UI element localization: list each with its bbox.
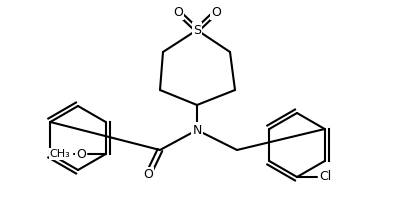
Text: O: O (76, 148, 86, 161)
Text: S: S (193, 23, 201, 37)
Text: O: O (173, 5, 183, 18)
Text: N: N (192, 124, 202, 136)
Text: O: O (143, 168, 153, 182)
Text: Cl: Cl (319, 171, 331, 184)
Text: O: O (211, 5, 221, 18)
Text: CH₃: CH₃ (49, 149, 70, 159)
